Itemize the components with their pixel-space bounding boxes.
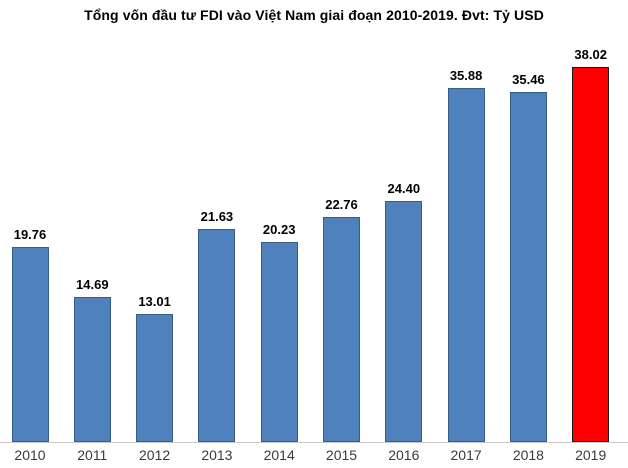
bar-value-label-2014: 20.23 bbox=[262, 222, 296, 237]
bar-2019 bbox=[572, 67, 609, 442]
bar-2010 bbox=[12, 247, 49, 442]
x-tick-label-2010: 2010 bbox=[14, 447, 46, 463]
bar-2015 bbox=[323, 217, 360, 442]
bar-value-label-2011: 14.69 bbox=[76, 277, 109, 292]
x-tick-label-2011: 2011 bbox=[77, 447, 108, 463]
bar-2017 bbox=[448, 88, 485, 442]
x-axis-line bbox=[0, 442, 628, 443]
bar-2012 bbox=[136, 314, 173, 442]
x-tick-label-2013: 2013 bbox=[201, 447, 233, 463]
bar-value-label-2016: 24.40 bbox=[387, 181, 421, 196]
x-tick-label-2019: 2019 bbox=[575, 447, 607, 463]
bar-value-label-2012: 13.01 bbox=[138, 294, 171, 309]
chart-title: Tổng vốn đầu tư FDI vào Việt Nam giai đo… bbox=[84, 7, 544, 23]
bar-value-label-2013: 21.63 bbox=[200, 209, 234, 224]
bar-value-label-2017: 35.88 bbox=[449, 68, 483, 83]
bar-2011 bbox=[74, 297, 111, 442]
bar-2014 bbox=[261, 242, 298, 442]
bar-value-label-2015: 22.76 bbox=[325, 197, 358, 212]
x-tick-label-2012: 2012 bbox=[139, 447, 171, 463]
x-tick-label-2017: 2017 bbox=[450, 447, 482, 463]
bar-2018 bbox=[510, 92, 547, 442]
bar-value-label-2019: 38.02 bbox=[574, 47, 607, 62]
x-tick-label-2015: 2015 bbox=[325, 447, 358, 463]
x-tick-label-2018: 2018 bbox=[512, 447, 544, 463]
bar-2013 bbox=[198, 229, 235, 442]
bar-value-label-2018: 35.46 bbox=[512, 72, 545, 87]
x-tick-label-2014: 2014 bbox=[263, 447, 295, 463]
bar-2016 bbox=[385, 201, 422, 442]
x-tick-label-2016: 2016 bbox=[388, 447, 420, 463]
bar-value-label-2010: 19.76 bbox=[13, 227, 47, 242]
